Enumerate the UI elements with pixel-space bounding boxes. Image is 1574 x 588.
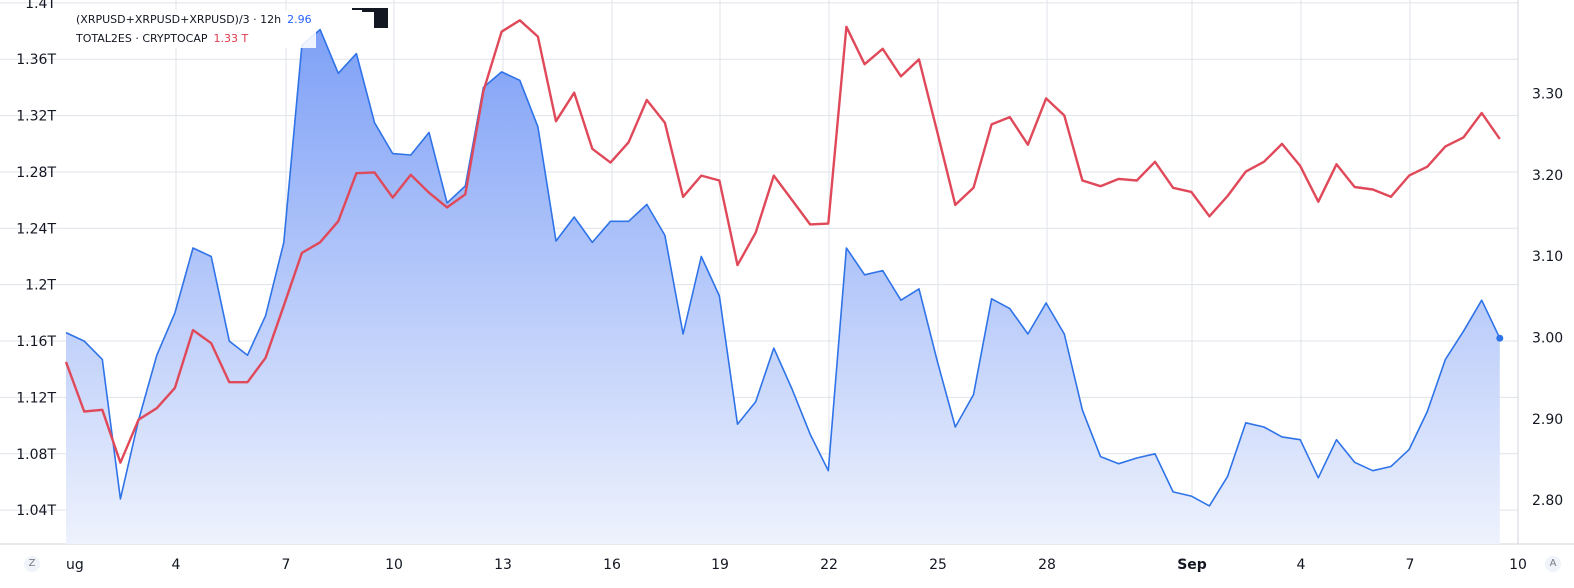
x-tick-label: 4 [172,557,181,573]
legend-series1-value: 2.96 [287,13,312,26]
last-value-marker [1496,334,1504,342]
chart-legend: (XRPUSD+XRPUSD+XRPUSD)/3 · 12h 2.96 TOTAL… [74,10,316,48]
x-tick-label: 22 [820,557,838,573]
left-price-axis: 1.4T 1.36T 1.32T 1.28T 1.24T 1.2T 1.16T 1.12T 1.… [16,0,56,519]
x-tick-label: 16 [603,557,621,573]
left-tick-label: 1.32T [16,109,56,125]
x-tick-label: 19 [711,557,729,573]
left-tick-label: 1.2T [25,278,56,294]
left-tick-label: 1.12T [16,390,56,406]
legend-collapse-icon[interactable] [350,6,388,28]
right-tick-label: 2.90 [1532,412,1563,428]
x-tick-label: 10 [385,557,403,573]
right-tick-label: 3.00 [1532,330,1563,346]
x-tick-label: ug [66,557,84,573]
x-tick-label: Sep [1177,557,1207,573]
x-tick-label: 10 [1509,557,1527,573]
xrp-average-line [64,19,1501,464]
x-tick-label: 7 [1406,557,1415,573]
zoom-reset-button[interactable]: Z [24,556,40,572]
x-tick-label: 4 [1297,557,1306,573]
x-tick-label: 28 [1038,557,1056,573]
legend-series1-label: (XRPUSD+XRPUSD+XRPUSD)/3 · 12h [76,13,282,26]
legend-series2-value: 1.33 T [213,32,249,45]
left-tick-label: 1.04T [16,503,56,519]
x-tick-label: 25 [929,557,947,573]
left-tick-label: 1.28T [16,165,56,181]
x-tick-label: 13 [494,557,512,573]
legend-row-xrp[interactable]: (XRPUSD+XRPUSD+XRPUSD)/3 · 12h 2.96 [76,10,312,29]
legend-row-total2es[interactable]: TOTAL2ES · CRYPTOCAP 1.33 T [76,29,312,48]
left-tick-label: 1.16T [16,334,56,350]
legend-series2-label: TOTAL2ES · CRYPTOCAP [76,32,208,45]
left-tick-label: 1.08T [16,447,56,463]
right-tick-label: 3.20 [1532,168,1563,184]
total2es-area [66,29,1500,545]
right-tick-label: 3.30 [1532,87,1563,103]
right-tick-label: 2.80 [1532,493,1563,509]
auto-scale-button[interactable]: A [1545,556,1561,572]
left-tick-label: 1.4T [25,0,56,12]
left-tick-label: 1.36T [16,52,56,68]
left-tick-label: 1.24T [16,221,56,237]
x-tick-label: 7 [282,557,291,573]
right-price-axis: 3.30 3.20 3.10 3.00 2.90 2.80 [1532,87,1563,510]
time-axis: ug 4 7 10 13 16 19 22 25 28 Sep 4 7 10 [66,557,1527,573]
right-tick-label: 3.10 [1532,249,1563,265]
